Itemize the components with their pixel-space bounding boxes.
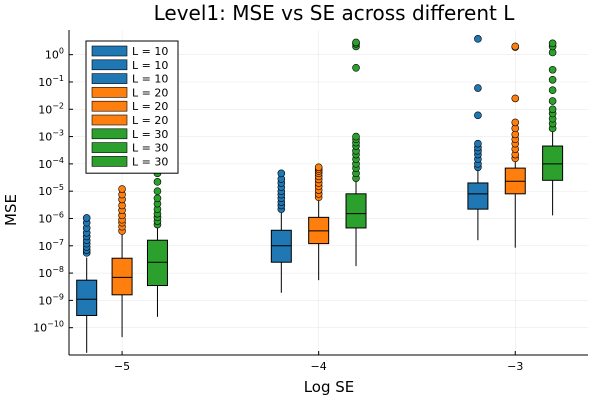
legend-label: L = 10 bbox=[132, 73, 168, 86]
outlier-point bbox=[548, 65, 557, 74]
outlier-point bbox=[548, 97, 557, 105]
y-tick-label: 10−5 bbox=[38, 183, 64, 198]
box-body bbox=[542, 145, 564, 181]
box-body bbox=[146, 239, 168, 287]
legend-label: L = 10 bbox=[132, 45, 168, 58]
x-tick-label: −4 bbox=[311, 360, 327, 373]
legend-item: L = 10 bbox=[91, 73, 168, 86]
tick-labels: −5 −4 −3 10−10 10−9 10−8 10−7 10−6 10−5 10−4 10−3 1… bbox=[33, 47, 523, 373]
legend-item: L = 20 bbox=[91, 114, 168, 127]
outlier-point bbox=[548, 86, 557, 94]
legend-label: L = 10 bbox=[132, 59, 168, 72]
outlier-point bbox=[352, 38, 360, 47]
outlier-point bbox=[548, 75, 557, 84]
legend-item: L = 30 bbox=[91, 155, 168, 168]
box-5 bbox=[308, 163, 330, 281]
box-8 bbox=[504, 42, 526, 248]
box-body bbox=[467, 182, 489, 210]
legend-item: L = 20 bbox=[91, 100, 168, 113]
legend-label: L = 20 bbox=[132, 86, 168, 99]
outlier-point bbox=[352, 64, 360, 72]
box-2 bbox=[111, 185, 133, 338]
outlier-point bbox=[548, 105, 557, 114]
legend-item: L = 10 bbox=[91, 59, 168, 72]
legend-swatch bbox=[91, 114, 128, 126]
y-tick-label: 10−2 bbox=[38, 101, 64, 116]
outlier-point bbox=[352, 132, 360, 141]
legend: L = 10L = 10L = 10L = 20L = 20L = 20L = … bbox=[85, 40, 179, 174]
y-axis-label: MSE bbox=[2, 194, 20, 226]
legend-item: L = 30 bbox=[91, 128, 168, 141]
y-tick-label: 10−6 bbox=[38, 210, 64, 225]
legend-swatch bbox=[91, 128, 128, 140]
x-tick-label: −3 bbox=[507, 360, 523, 373]
chart-title: Level1: MSE vs SE across different L bbox=[154, 1, 516, 25]
legend-swatch bbox=[91, 156, 128, 167]
legend-swatch bbox=[91, 59, 128, 71]
box-1 bbox=[76, 214, 98, 353]
outlier-point bbox=[511, 94, 520, 103]
legend-swatch bbox=[91, 100, 128, 112]
outlier-point bbox=[153, 178, 162, 186]
outlier-point bbox=[511, 42, 520, 51]
y-tick-label: 10−8 bbox=[38, 265, 64, 280]
legend-label: L = 20 bbox=[132, 100, 168, 113]
y-tick-label: 10−10 bbox=[33, 320, 64, 335]
outlier-point bbox=[153, 194, 162, 203]
legend-swatch bbox=[91, 45, 128, 57]
x-axis-label: Log SE bbox=[304, 378, 355, 396]
legend-item: L = 20 bbox=[91, 86, 168, 99]
legend-item: L = 30 bbox=[91, 142, 168, 155]
legend-label: L = 30 bbox=[132, 128, 168, 141]
x-tick-label: −5 bbox=[114, 360, 130, 373]
outlier-point bbox=[82, 214, 91, 222]
outlier-point bbox=[153, 187, 162, 195]
outlier-point bbox=[474, 84, 482, 92]
outlier-point bbox=[548, 39, 557, 48]
box-body bbox=[345, 193, 367, 229]
outlier-point bbox=[118, 185, 126, 193]
y-tick-label: 10−4 bbox=[38, 156, 64, 171]
axes bbox=[68, 30, 588, 356]
outlier-point bbox=[474, 139, 482, 148]
box-body bbox=[76, 279, 98, 316]
y-tick-label: 10−9 bbox=[38, 292, 64, 307]
outlier-point bbox=[474, 111, 482, 120]
legend-label: L = 30 bbox=[132, 142, 168, 155]
outlier-point bbox=[474, 35, 482, 43]
y-tick-label: 10−7 bbox=[38, 238, 64, 253]
box-body bbox=[111, 257, 133, 296]
box-7 bbox=[467, 35, 489, 241]
box-9 bbox=[542, 39, 564, 216]
box-6 bbox=[345, 38, 367, 267]
y-tick-label: 100 bbox=[45, 47, 64, 62]
outlier-point bbox=[277, 169, 286, 178]
legend-label: L = 30 bbox=[132, 155, 168, 168]
legend-label: L = 20 bbox=[132, 114, 168, 127]
outlier-point bbox=[314, 163, 323, 172]
box-4 bbox=[270, 169, 292, 293]
legend-swatch bbox=[91, 142, 128, 153]
legend-swatch bbox=[91, 87, 128, 98]
y-tick-label: 10−3 bbox=[38, 129, 64, 144]
outlier-point bbox=[511, 118, 520, 127]
legend-swatch bbox=[91, 73, 128, 84]
y-tick-label: 10−1 bbox=[38, 74, 64, 89]
legend-item: L = 10 bbox=[91, 45, 168, 58]
